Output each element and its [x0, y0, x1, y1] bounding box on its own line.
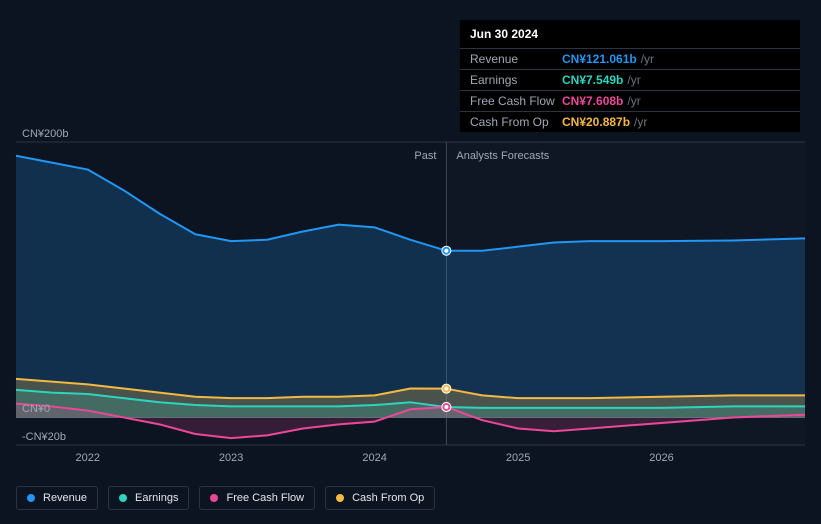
tooltip-row-label: Revenue: [470, 52, 562, 66]
legend-item[interactable]: Earnings: [108, 486, 189, 510]
tooltip-row-value-wrap: CN¥7.549b/yr: [562, 73, 641, 87]
x-axis-tick-label: 2026: [649, 452, 673, 464]
tooltip-row: RevenueCN¥121.061b/yr: [460, 48, 800, 69]
tooltip-row-unit: /yr: [627, 73, 640, 87]
tooltip-row-unit: /yr: [634, 115, 647, 129]
tooltip-row-label: Earnings: [470, 73, 562, 87]
tooltip-row: EarningsCN¥7.549b/yr: [460, 69, 800, 90]
tooltip-row-unit: /yr: [641, 52, 654, 66]
tooltip-row: Cash From OpCN¥20.887b/yr: [460, 111, 800, 132]
legend-item[interactable]: Free Cash Flow: [199, 486, 315, 510]
legend-dot-icon: [210, 494, 218, 502]
tooltip-row-unit: /yr: [627, 94, 640, 108]
chart-tooltip: Jun 30 2024 RevenueCN¥121.061b/yrEarning…: [460, 20, 800, 132]
tooltip-row-value: CN¥7.608b: [562, 94, 623, 108]
tooltip-row-value: CN¥7.549b: [562, 73, 623, 87]
tooltip-date: Jun 30 2024: [460, 20, 800, 48]
chart-legend: Revenue Earnings Free Cash Flow Cash From O…: [16, 486, 435, 510]
tooltip-row-label: Cash From Op: [470, 115, 562, 129]
legend-item[interactable]: Cash From Op: [325, 486, 435, 510]
financials-chart: CN¥200bCN¥0-CN¥20b 20222023202420252026 …: [0, 0, 821, 524]
x-axis-tick-label: 2024: [362, 452, 386, 464]
legend-item[interactable]: Revenue: [16, 486, 98, 510]
past-section-label: Past: [414, 150, 436, 162]
tooltip-row-value-wrap: CN¥7.608b/yr: [562, 94, 641, 108]
tooltip-row-value-wrap: CN¥20.887b/yr: [562, 115, 647, 129]
legend-dot-icon: [119, 494, 127, 502]
legend-item-label: Earnings: [135, 492, 178, 504]
legend-dot-icon: [336, 494, 344, 502]
tooltip-row: Free Cash FlowCN¥7.608b/yr: [460, 90, 800, 111]
tooltip-row-value: CN¥121.061b: [562, 52, 637, 66]
tooltip-row-value-wrap: CN¥121.061b/yr: [562, 52, 654, 66]
forecast-section-label: Analysts Forecasts: [456, 150, 549, 162]
tooltip-row-label: Free Cash Flow: [470, 94, 562, 108]
x-axis-tick-label: 2023: [219, 452, 243, 464]
legend-item-label: Free Cash Flow: [226, 492, 304, 504]
y-axis-tick-label: CN¥200b: [22, 128, 68, 140]
x-axis-tick-label: 2022: [75, 452, 99, 464]
legend-item-label: Revenue: [43, 492, 87, 504]
legend-item-label: Cash From Op: [352, 492, 424, 504]
x-axis-tick-label: 2025: [506, 452, 530, 464]
legend-dot-icon: [27, 494, 35, 502]
tooltip-row-value: CN¥20.887b: [562, 115, 630, 129]
y-axis-tick-label: -CN¥20b: [22, 431, 66, 443]
y-axis-tick-label: CN¥0: [22, 403, 50, 415]
